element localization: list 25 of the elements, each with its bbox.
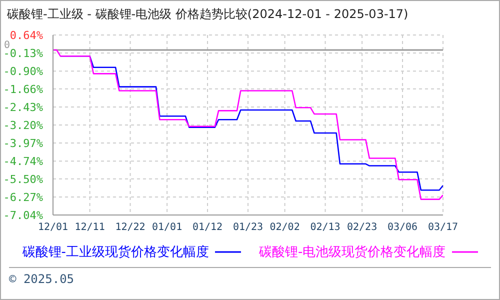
y-tick-label: -3.97% [3,137,44,150]
x-tick-label: 01/12 [192,222,223,234]
x-tick-label: 02/02 [270,222,300,234]
x-tick-label: 02/23 [347,222,378,234]
y-tick-label: -7.04% [3,209,44,222]
y-tick-label: -1.66% [3,82,44,96]
y-tick-label: -5.50% [3,172,44,186]
x-tick-label: 12/11 [74,222,105,234]
x-tick-label: 02/13 [310,222,340,234]
y-tick-label: -2.43% [3,100,44,114]
x-tick-label: 03/06 [387,222,418,234]
x-tick-label: 01/23 [232,222,264,234]
text: © 2025.05 [9,272,74,286]
y-tick-label: 0.64% [10,29,44,42]
y-tick-label: -6.27% [3,190,44,204]
y-tick-label: -4.74% [3,155,44,168]
x-tick-label: 03/17 [428,222,458,234]
chart-title: 碳酸锂-工业级 - 碳酸锂-电池级 价格趋势比较(2024-12-01 - 2025-03-17) [6,6,410,23]
legend-label: 碳酸锂-电池级现货价格变化幅度 [259,244,446,261]
x-tick-label: 01/01 [152,222,182,234]
y-tick-label: -0.90% [3,65,44,78]
y-tick-label: -3.20% [3,119,44,132]
x-tick-label: 12/22 [115,222,146,234]
x-tick-label: 12/01 [38,222,68,234]
legend-label: 碳酸锂-工业级现货价格变化幅度 [22,244,209,261]
